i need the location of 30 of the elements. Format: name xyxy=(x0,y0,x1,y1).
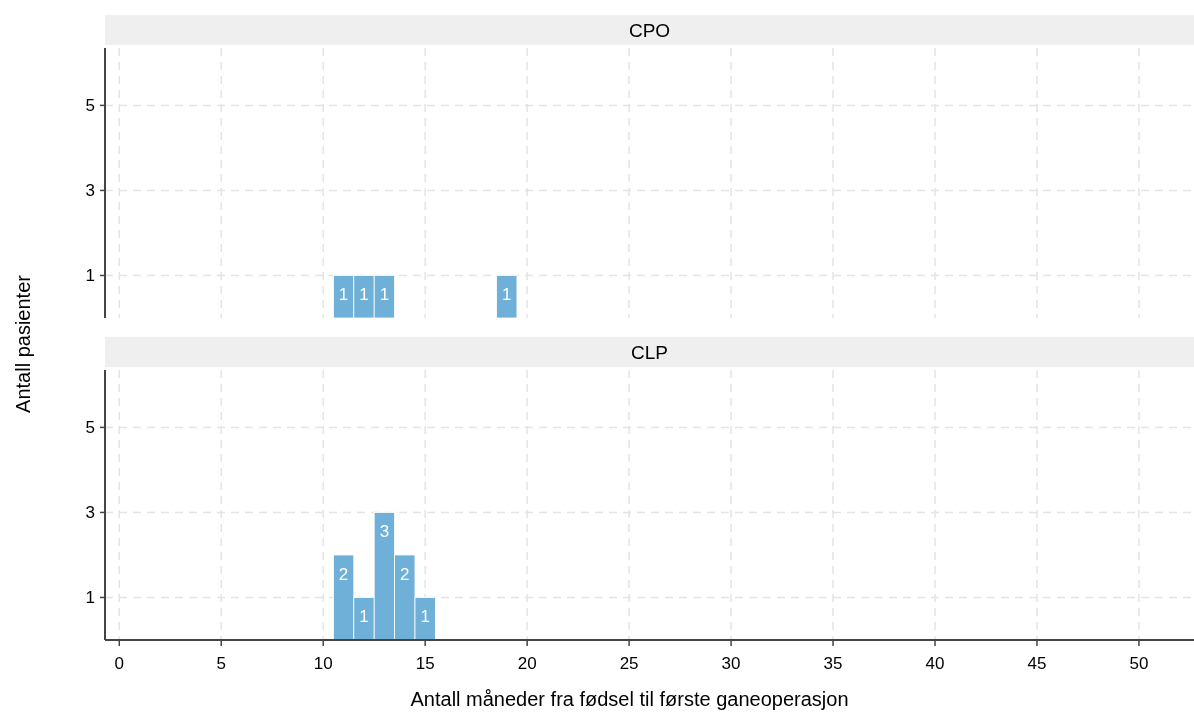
y-axis-title: Antall pasienter xyxy=(12,274,34,413)
data-label: 1 xyxy=(379,285,390,305)
x-tick-label: 10 xyxy=(313,654,333,673)
chart-title: CLP xyxy=(631,342,668,363)
data-label: 3 xyxy=(379,522,390,542)
data-label: 1 xyxy=(359,285,369,305)
x-tick-label: 0 xyxy=(114,654,125,673)
data-label: 1 xyxy=(338,285,349,305)
data-label: 2 xyxy=(338,564,349,584)
x-tick-label: 45 xyxy=(1027,654,1047,673)
x-tick-label: 35 xyxy=(823,654,843,673)
y-tick-label: 5 xyxy=(85,96,95,116)
x-tick-label: 5 xyxy=(216,654,226,673)
y-tick-label: 1 xyxy=(85,588,95,608)
x-tick-label: 25 xyxy=(619,654,639,673)
y-tick-label: 5 xyxy=(85,418,95,438)
y-tick-label: 3 xyxy=(85,181,95,201)
y-tick-label: 1 xyxy=(85,266,95,286)
data-label: 1 xyxy=(420,607,430,627)
data-label: 1 xyxy=(359,607,369,627)
x-tick-label: 30 xyxy=(721,654,741,673)
x-tick-label: 50 xyxy=(1129,654,1149,673)
x-tick-label: 20 xyxy=(517,654,537,673)
x-axis-title: Antall måneder fra fødsel til første ganeoperasjon xyxy=(410,688,849,710)
data-label: 2 xyxy=(400,564,410,584)
y-tick-label: 3 xyxy=(85,503,95,523)
x-tick-label: 15 xyxy=(415,654,435,673)
x-tick-label: 40 xyxy=(925,654,945,673)
data-label: 1 xyxy=(502,285,512,305)
chart-title: CPO xyxy=(628,20,671,41)
